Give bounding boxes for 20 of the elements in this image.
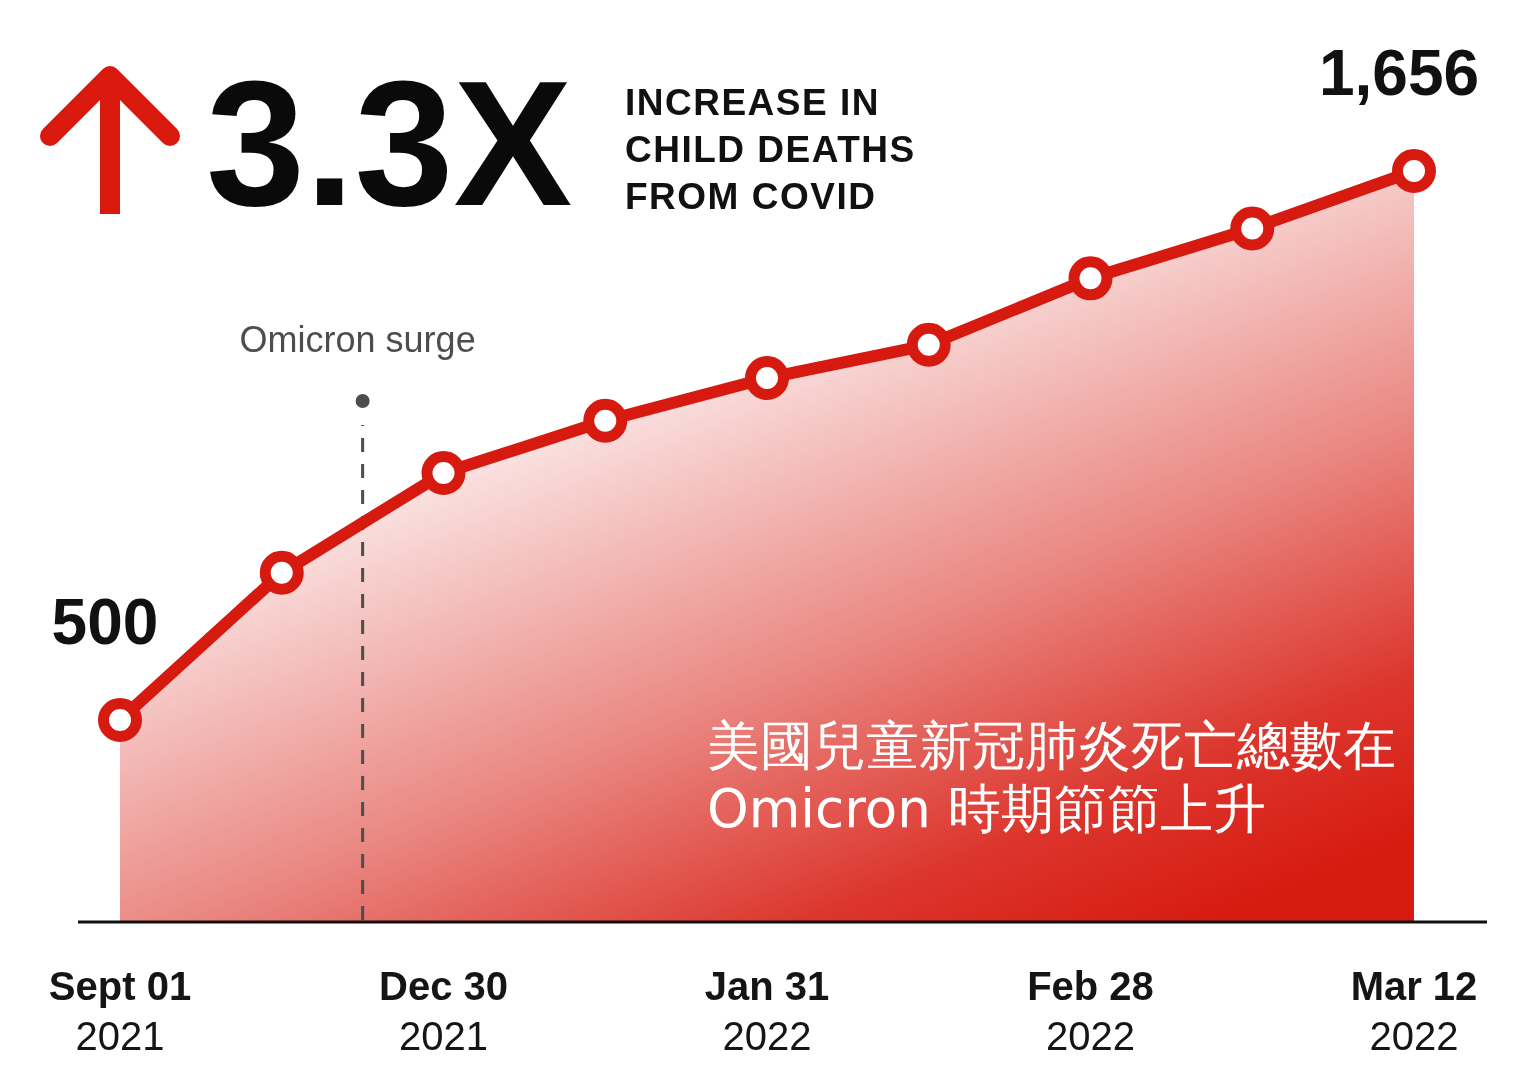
data-label: 1,656 [1318, 37, 1480, 109]
data-label: 500 [51, 586, 159, 658]
annotation: Omicron surge [239, 319, 476, 360]
chart-subtitle: INCREASE IN CHILD DEATHS FROM COVID [625, 82, 916, 217]
point [906, 322, 951, 367]
chart-title: 3.3X [206, 44, 573, 243]
annotation: 美國兒童新冠肺炎死亡總數在 Omicron 時期節節上升 [707, 715, 1396, 839]
point [421, 451, 466, 496]
point [583, 398, 628, 443]
point [1392, 149, 1436, 193]
point [259, 550, 304, 595]
x-tick-label: Feb 28 2022 [1027, 964, 1154, 1058]
x-tick-label: Mar 12 2022 [1350, 964, 1478, 1058]
x-tick-label: Dec 30 2021 [379, 964, 508, 1058]
point [1068, 256, 1113, 301]
point [98, 698, 142, 742]
x-tick-label: Jan 31 2022 [704, 964, 830, 1058]
point [1230, 206, 1275, 251]
point [745, 356, 789, 401]
x-tick-label: Sept 01 2021 [48, 964, 192, 1058]
